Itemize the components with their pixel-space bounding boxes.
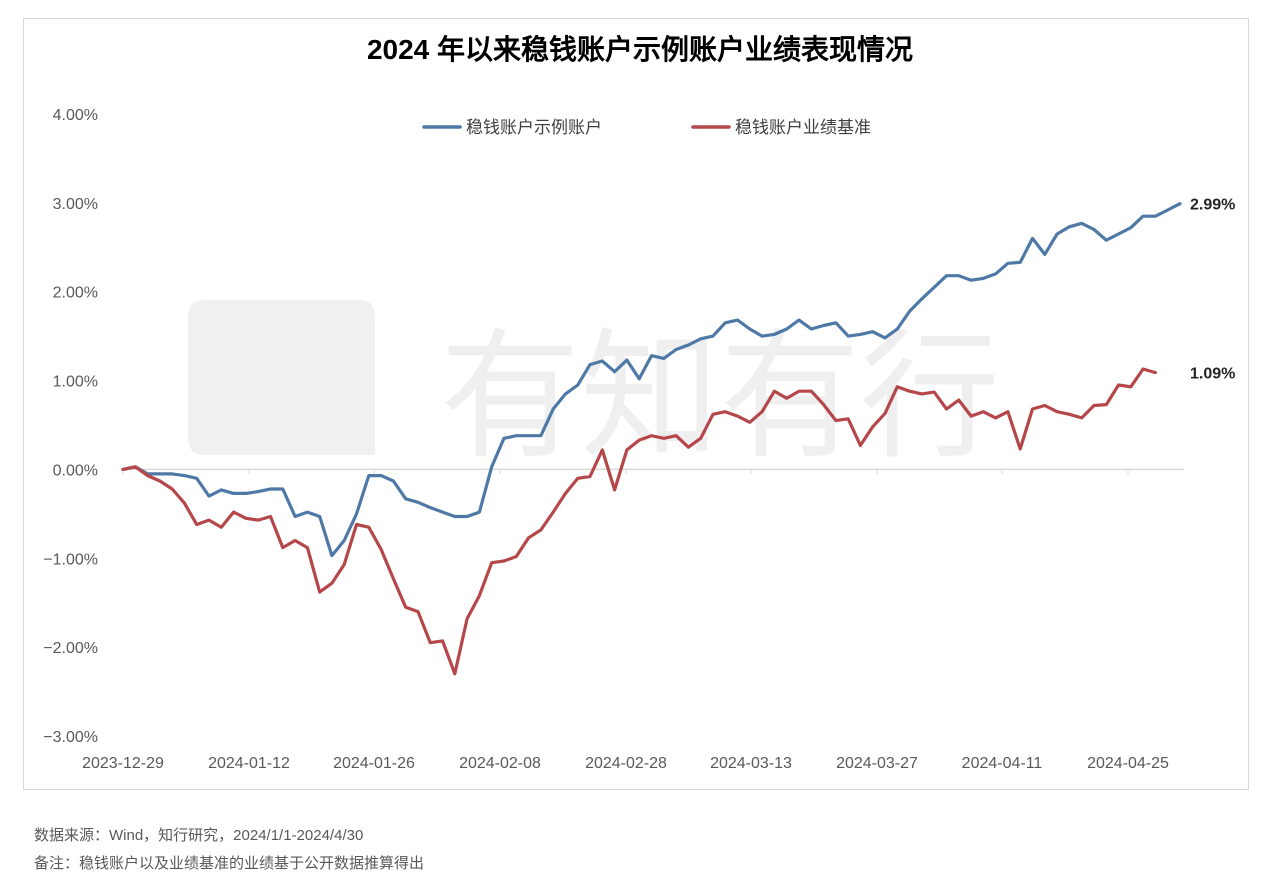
x-tick-label: 2024-02-08 — [459, 755, 541, 772]
chart-title: 2024 年以来稳钱账户示例账户业绩表现情况 — [366, 34, 914, 65]
x-tick-label: 2023-12-29 — [82, 755, 164, 772]
x-tick-label: 2024-03-13 — [710, 755, 792, 772]
y-tick-label: 3.00% — [53, 196, 98, 213]
x-tick-label: 2024-04-11 — [962, 755, 1043, 772]
series-layer: 2.99% 1.09% — [121, 197, 1235, 676]
y-axis: 4.00% 3.00% 2.00% 1.00% 0.00% −1.00% −2.00% −3.… — [43, 107, 98, 746]
footnote-source: 数据来源：Wind，知行研究，2024/1/1-2024/4/30 — [34, 827, 364, 844]
x-axis: 2023-12-29 2024-01-12 2024-01-26 2024-02-08… — [82, 469, 1169, 772]
legend: 稳钱账户示例账户 稳钱账户业绩基准 — [422, 118, 871, 137]
y-tick-label: 2.00% — [53, 285, 98, 302]
y-tick-label: 4.00% — [53, 107, 98, 124]
watermark-logo-icon — [188, 300, 375, 455]
y-tick-label: −2.00% — [43, 640, 98, 657]
y-tick-label: −3.00% — [43, 729, 98, 746]
watermark-text: 有知有行 — [440, 318, 1000, 475]
y-tick-label: 1.00% — [53, 374, 98, 391]
watermark: 有知有行 — [188, 300, 1000, 475]
legend-label-1: 稳钱账户示例账户 — [466, 118, 602, 137]
x-tick-label: 2024-01-12 — [208, 755, 290, 772]
y-tick-label: 0.00% — [53, 462, 98, 479]
y-tick-label: −1.00% — [43, 551, 98, 568]
x-tick-label: 2024-04-25 — [1087, 755, 1169, 772]
series-line-2 — [121, 367, 1158, 676]
series-line-1 — [121, 202, 1182, 558]
series-end-label-1: 2.99% — [1190, 197, 1235, 214]
x-tick-label: 2024-01-26 — [333, 755, 415, 772]
x-tick-label: 2024-02-28 — [585, 755, 667, 772]
legend-label-2: 稳钱账户业绩基准 — [735, 118, 871, 137]
x-tick-label: 2024-03-27 — [836, 755, 918, 772]
footnote-note: 备注：稳钱账户以及业绩基准的业绩基于公开数据推算得出 — [34, 855, 425, 872]
series-end-label-2: 1.09% — [1190, 366, 1235, 383]
